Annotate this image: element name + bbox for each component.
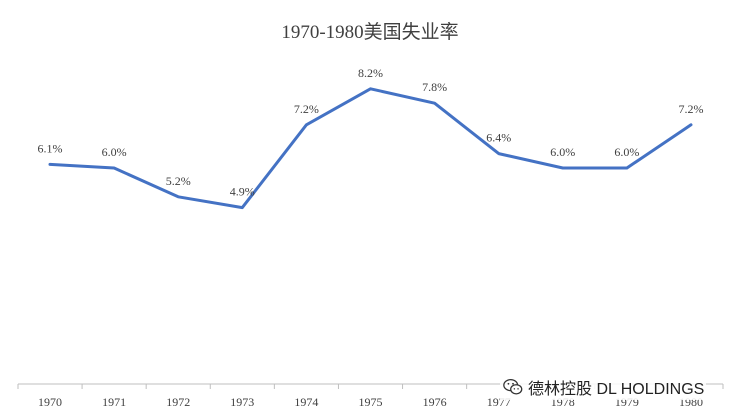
x-tick-label-1975: 1975 — [359, 395, 383, 409]
chart-title: 1970-1980美国失业率 — [281, 21, 458, 43]
data-label-1974: 7.2% — [294, 102, 319, 116]
data-label-1977: 6.4% — [486, 131, 511, 145]
data-label-1970: 6.1% — [38, 141, 63, 155]
data-label-1975: 8.2% — [358, 66, 383, 80]
x-tick-label-1976: 1976 — [423, 395, 447, 409]
data-label-1972: 5.2% — [166, 174, 191, 188]
x-tick-label-1973: 1973 — [230, 395, 254, 409]
data-label-1973: 4.9% — [230, 185, 255, 199]
data-labels: 6.1% 6.0% 5.2% 4.9% 7.2% 8.2% 7.8% 6.4% 6.0% 6.0%… — [38, 66, 704, 199]
watermark: 德林控股 DL HOLDINGS — [500, 374, 707, 400]
x-tick-label-1974: 1974 — [294, 395, 318, 409]
x-tick-label-1971: 1971 — [102, 395, 126, 409]
x-tick-label-1970: 1970 — [38, 395, 62, 409]
x-tick-label-1972: 1972 — [166, 395, 190, 409]
series-line — [48, 87, 693, 210]
data-label-1979: 6.0% — [614, 145, 639, 159]
wechat-icon — [503, 379, 523, 395]
data-label-1980: 7.2% — [679, 102, 704, 116]
data-label-1976: 7.8% — [422, 80, 447, 94]
watermark-text: 德林控股 DL HOLDINGS — [528, 381, 705, 398]
data-label-1971: 6.0% — [102, 145, 127, 159]
data-label-1978: 6.0% — [550, 145, 575, 159]
series-layer — [48, 87, 693, 210]
